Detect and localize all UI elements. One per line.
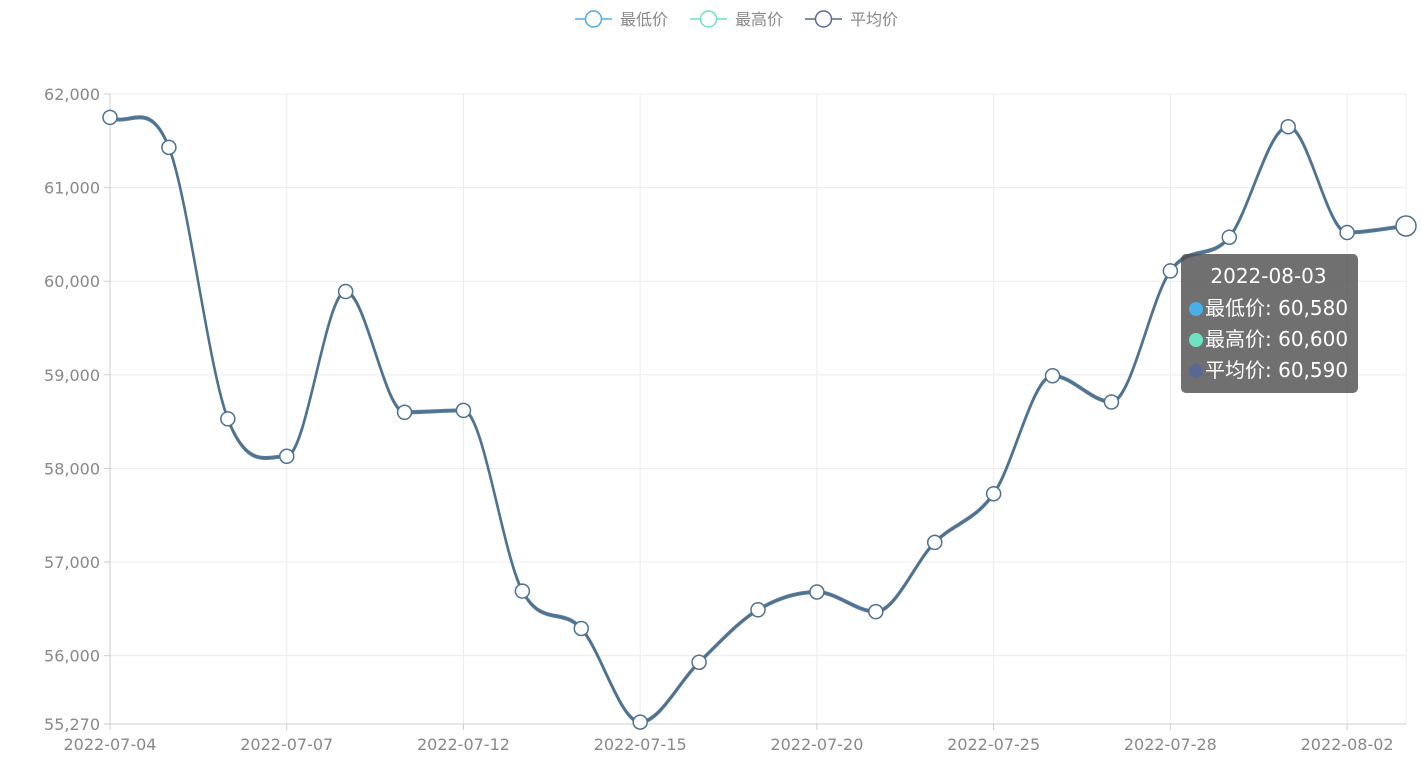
grid [110,93,1407,724]
data-point [1395,215,1417,237]
legend-marker-0 [584,10,603,28]
data-point [985,485,1002,502]
data-point [632,714,648,730]
x-tick-label: 2022-07-28 [1124,735,1217,754]
x-tick-label: 2022-07-25 [947,735,1040,754]
legend-label-0: 最低价 [620,10,668,29]
data-point [1221,229,1238,245]
tooltip-row-avg: 平均价: 60,590 [1189,355,1348,386]
tooltip-label-avg: 平均价: 60,590 [1205,358,1349,382]
data-point [220,411,236,427]
data-point [1339,224,1355,241]
x-tick-label: 2022-08-02 [1301,735,1394,754]
data-point [750,602,766,618]
data-point [396,404,413,421]
legend-marker-1 [699,10,718,28]
tooltip-title: 2022-08-03 [1210,264,1327,288]
y-tick-label: 56,000 [44,647,100,666]
y-tick-label: 58,000 [44,459,100,478]
data-point [691,654,707,670]
data-point [868,603,884,620]
data-point [573,620,590,637]
data-point [102,109,118,126]
series-layer [109,115,1407,725]
legend: 最低价 最高价 平均价 [575,10,898,29]
data-point [337,283,354,300]
data-point [161,139,177,156]
axes: 55,270 56,000 57,000 58,000 59,000 60,000 61,0… [44,85,1406,754]
legend-marker-2 [814,10,833,28]
data-point [278,448,295,465]
x-tick-label: 2022-07-04 [64,735,157,754]
y-tick-label: 61,000 [44,179,100,198]
data-point [809,584,825,600]
tooltip: 2022-08-03 最低价: 60,580 最高价: 60,600 平均价: … [1181,254,1358,393]
tooltip-row-min: 最低价: 60,580 [1189,293,1348,324]
data-point [1044,368,1061,384]
legend-label-1: 最高价 [735,10,783,29]
data-point [514,583,531,599]
data-point [455,402,472,419]
data-point [1280,119,1296,135]
series-max-dot-icon [1189,332,1203,347]
points-layer [102,109,1417,730]
y-tick-label: 60,000 [44,272,100,291]
x-tick-label: 2022-07-07 [240,735,333,754]
y-tick-label: 57,000 [44,553,100,572]
tooltip-label-min: 最低价: 60,580 [1205,296,1349,320]
tooltip-label-max: 最高价: 60,600 [1205,327,1349,351]
y-tick-label: 55,270 [44,715,100,734]
legend-label-2: 平均价 [850,10,898,29]
y-tick-label: 59,000 [44,366,100,385]
data-point [1162,263,1179,279]
series-line-2 [109,116,1407,724]
y-tick-label: 62,000 [44,85,100,104]
series-avg-dot-icon [1189,363,1203,378]
x-tick-label: 2022-07-15 [594,735,687,754]
x-tick-label: 2022-07-20 [770,735,863,754]
tooltip-row-max: 最高价: 60,600 [1189,324,1348,355]
series-min-dot-icon [1189,301,1203,316]
data-point [1103,394,1120,410]
x-tick-label: 2022-07-12 [417,735,510,754]
data-point [926,534,943,551]
